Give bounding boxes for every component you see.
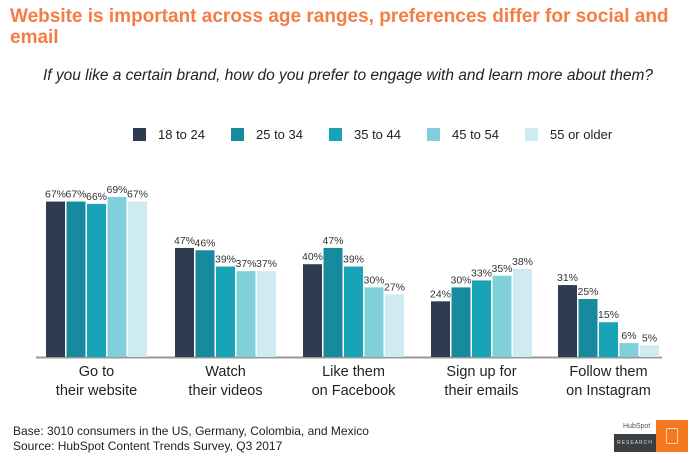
legend-swatch <box>133 128 146 141</box>
legend-item: 25 to 34 <box>231 127 303 142</box>
data-label: 67% <box>127 189 148 201</box>
data-label: 39% <box>215 254 236 266</box>
category-label: Like them <box>322 364 385 380</box>
bar <box>195 250 215 357</box>
bar <box>87 203 106 357</box>
legend-item: 55 or older <box>525 127 612 142</box>
bar <box>558 285 577 357</box>
data-label: 69% <box>106 184 127 196</box>
category-label: their website <box>56 383 137 399</box>
bar <box>385 294 404 357</box>
legend-label: 25 to 34 <box>256 127 303 142</box>
bar <box>364 287 384 357</box>
bar <box>472 280 491 357</box>
legend-label: 18 to 24 <box>158 127 205 142</box>
data-label: 24% <box>430 288 451 300</box>
bar <box>175 247 194 357</box>
legend-swatch <box>329 128 342 141</box>
bar <box>619 343 639 357</box>
category-label: their videos <box>188 383 262 399</box>
bar <box>257 271 276 357</box>
footer: Base: 3010 consumers in the US, Germany,… <box>13 424 369 454</box>
headline: Website is important across age ranges, … <box>10 6 669 48</box>
bar <box>599 322 618 357</box>
bar <box>578 299 598 357</box>
bar <box>303 264 322 357</box>
data-label: 6% <box>621 330 636 342</box>
legend-item: 18 to 24 <box>133 127 205 142</box>
data-label: 37% <box>256 258 277 270</box>
data-label: 37% <box>235 258 256 270</box>
bar <box>107 196 127 357</box>
bar <box>451 287 471 357</box>
category-label: their emails <box>444 383 518 399</box>
data-label: 15% <box>598 309 619 321</box>
bar <box>492 275 512 357</box>
legend-label: 35 to 44 <box>354 127 401 142</box>
data-label: 38% <box>512 256 533 268</box>
data-label: 67% <box>45 189 66 201</box>
category-label: on Instagram <box>566 383 651 399</box>
report-icon <box>656 420 688 452</box>
data-label: 25% <box>577 286 598 298</box>
bar <box>513 268 532 357</box>
bar <box>431 301 450 357</box>
data-label: 30% <box>450 274 471 286</box>
category-label: Sign up for <box>446 364 516 380</box>
bar <box>640 345 659 357</box>
bar <box>46 201 65 357</box>
data-label: 31% <box>557 272 578 284</box>
legend: 18 to 24 25 to 34 35 to 44 45 to 54 55 or ol… <box>133 127 638 142</box>
bar <box>128 201 147 357</box>
source-note: Source: HubSpot Content Trends Survey, Q… <box>13 439 283 453</box>
data-label: 30% <box>363 274 384 286</box>
category-label: Follow them <box>569 364 647 380</box>
bar <box>323 247 343 357</box>
legend-label: 45 to 54 <box>452 127 499 142</box>
base-note: Base: 3010 consumers in the US, Germany,… <box>13 424 369 438</box>
category-label: Go to <box>79 364 114 380</box>
category-label: Watch <box>205 364 246 380</box>
data-label: 33% <box>471 267 492 279</box>
legend-swatch <box>525 128 538 141</box>
data-label: 27% <box>384 281 405 293</box>
data-label: 66% <box>86 191 107 203</box>
data-label: 40% <box>302 251 323 263</box>
hubspot-logo: HubSpot <box>623 423 651 430</box>
bar <box>66 201 86 357</box>
legend-swatch <box>427 128 440 141</box>
data-label: 46% <box>194 237 215 249</box>
research-label: RESEARCH <box>614 434 656 452</box>
legend-label: 55 or older <box>550 127 613 142</box>
bar <box>344 266 363 357</box>
category-label: on Facebook <box>312 383 397 399</box>
legend-item: 35 to 44 <box>329 127 401 142</box>
data-label: 39% <box>343 254 364 266</box>
legend-item: 45 to 54 <box>427 127 499 142</box>
chart-title: If you like a certain brand, how do you … <box>42 67 654 84</box>
data-label: 5% <box>642 332 657 344</box>
data-label: 67% <box>65 189 86 201</box>
data-label: 47% <box>174 235 195 247</box>
data-label: 35% <box>491 263 512 275</box>
legend-swatch <box>231 128 244 141</box>
bar <box>236 271 256 357</box>
bar <box>216 266 235 357</box>
data-label: 47% <box>322 235 343 247</box>
